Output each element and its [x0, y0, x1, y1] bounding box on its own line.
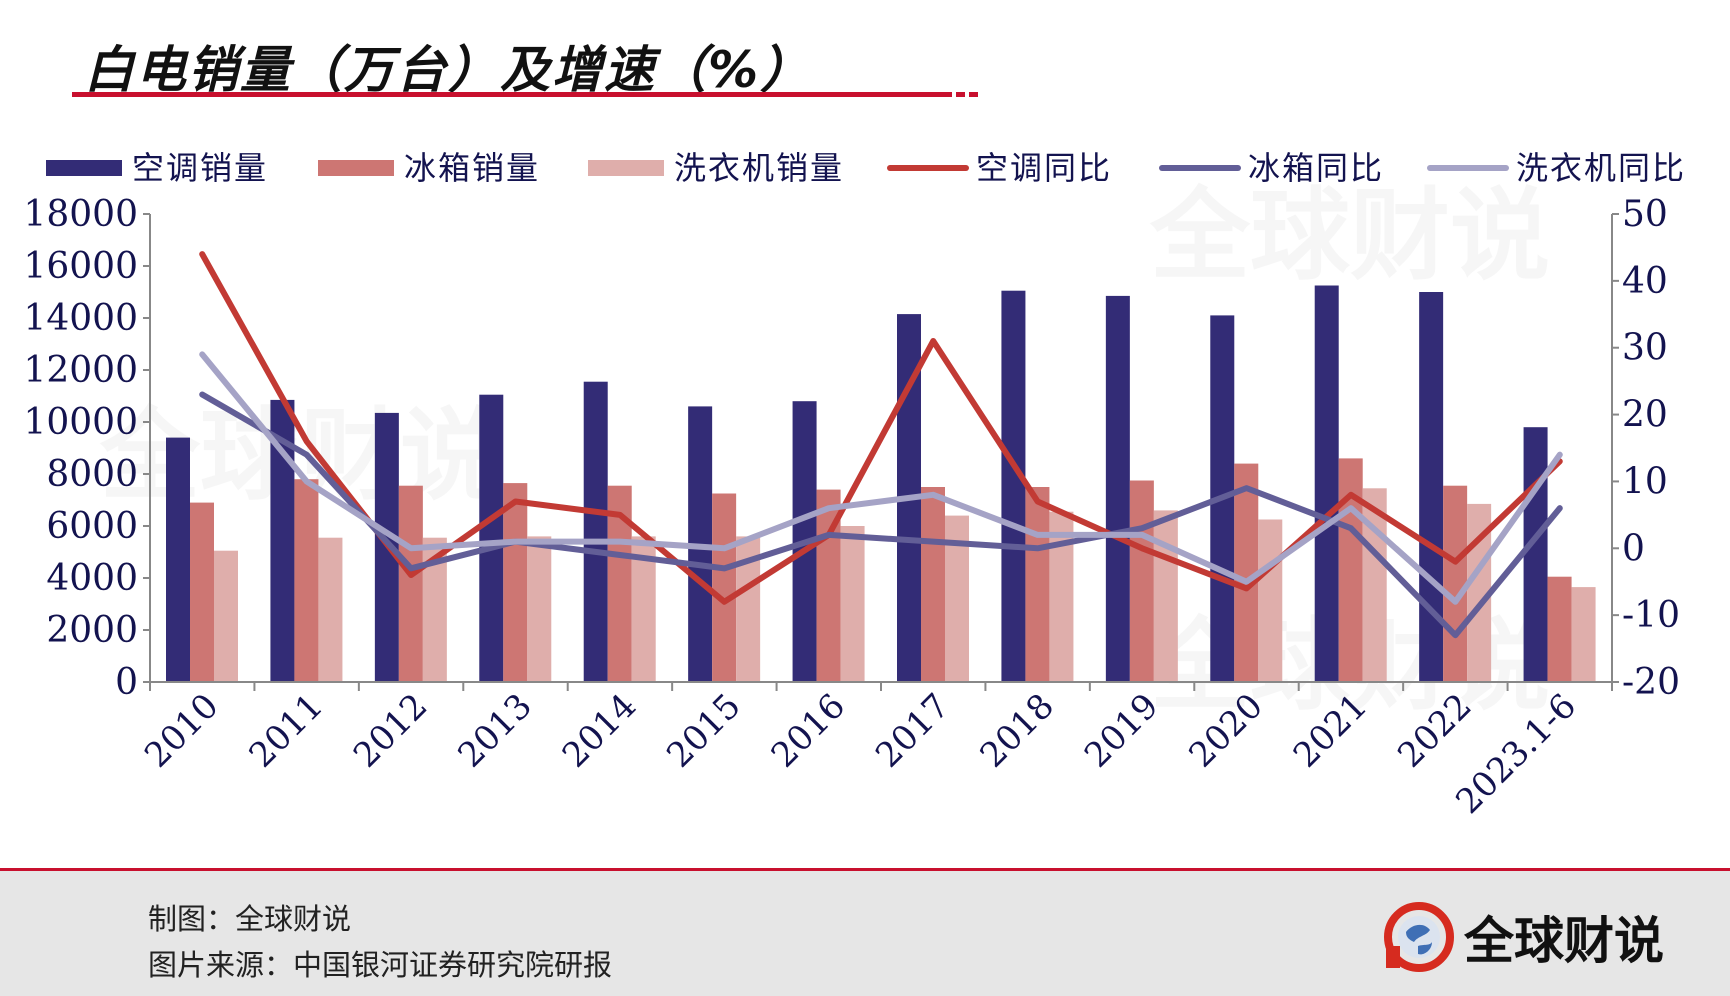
source-text: 图片来源：中国银河证券研究院研报 — [148, 948, 613, 982]
x-tick-label: 2017 — [868, 686, 957, 775]
title-underline — [72, 92, 952, 97]
y2-tick-label: 50 — [1622, 194, 1668, 235]
bar — [712, 493, 737, 682]
legend: 空调销量 冰箱销量 洗衣机销量 空调同比 冰箱同比 洗衣机同比 — [46, 149, 1686, 187]
bar — [294, 479, 319, 682]
bar — [398, 485, 423, 682]
bar — [318, 537, 343, 682]
brand: 全球财说 — [1384, 902, 1664, 972]
series-line — [199, 351, 1563, 605]
y-tick-label: 2000 — [46, 610, 138, 651]
y-tick-label: 8000 — [46, 454, 138, 495]
y-tick-label: 18000 — [23, 194, 138, 235]
y2-tick-label: -20 — [1622, 662, 1680, 703]
y-tick-label: 10000 — [23, 402, 138, 443]
chart-title: 白电销量（万台）及增速（%） — [84, 41, 813, 99]
x-tick-label: 2016 — [764, 686, 853, 775]
brand-name: 全球财说 — [1464, 912, 1664, 970]
bar — [1153, 510, 1178, 682]
y-tick-label: 16000 — [23, 246, 138, 287]
x-tick-label: 2011 — [242, 686, 331, 775]
y2-tick-label: -10 — [1622, 595, 1680, 636]
watermark-text: 全球财说 — [1149, 177, 1550, 294]
legend-swatch — [588, 160, 664, 176]
bar — [479, 394, 504, 682]
bar — [1105, 295, 1130, 682]
y2-tick-label: 30 — [1622, 328, 1668, 369]
title-underline-dots — [956, 92, 978, 97]
legend-label: 洗衣机同比 — [1516, 149, 1686, 187]
y2-tick-label: 20 — [1622, 395, 1668, 436]
bar — [583, 381, 608, 682]
bar — [1443, 485, 1468, 682]
x-tick-label: 2010 — [137, 686, 226, 775]
bar — [527, 536, 552, 682]
y-tick-label: 14000 — [23, 298, 138, 339]
footer-divider — [0, 868, 1730, 871]
bar — [1258, 519, 1283, 682]
legend-label: 空调同比 — [976, 149, 1112, 187]
y-tick-label: 6000 — [46, 506, 138, 547]
legend-swatch — [46, 160, 122, 176]
y-tick-label: 0 — [115, 662, 138, 703]
legend-label: 冰箱销量 — [404, 149, 540, 187]
bar — [1025, 487, 1050, 682]
chart: 全球财说全球财说全球财说 空调销量冰箱销量洗衣机销量空调同比冰箱同比洗衣机同比 … — [23, 149, 1686, 822]
bar — [840, 526, 865, 682]
x-tick-label: 2015 — [659, 686, 748, 775]
y2-tick-label: 10 — [1622, 461, 1668, 502]
legend-swatch — [318, 160, 394, 176]
bar — [214, 550, 238, 682]
bar — [1129, 480, 1154, 682]
bar — [921, 487, 945, 682]
legend-label: 空调销量 — [132, 149, 268, 187]
bar — [190, 502, 214, 682]
y-tick-label: 4000 — [46, 558, 138, 599]
x-tick-label: 2014 — [555, 686, 644, 775]
footer — [0, 868, 1730, 996]
bar — [166, 437, 190, 682]
bar — [1314, 285, 1339, 682]
brand-logo-icon — [1384, 902, 1454, 972]
bar-layer — [166, 285, 1596, 682]
x-tick-label: 2013 — [450, 686, 539, 775]
x-tick-label: 2012 — [346, 686, 435, 775]
bar — [1523, 427, 1548, 682]
bar — [1571, 587, 1596, 682]
bar — [1419, 292, 1444, 682]
bar — [1001, 290, 1026, 682]
credit-text: 制图：全球财说 — [148, 902, 352, 936]
y2-tick-label: 40 — [1622, 261, 1668, 302]
x-tick-label: 2018 — [973, 686, 1062, 775]
y2-tick-label: 0 — [1622, 528, 1645, 569]
line-layer — [199, 251, 1563, 639]
bar — [503, 483, 528, 682]
y-tick-label: 12000 — [23, 350, 138, 391]
legend-label: 冰箱同比 — [1248, 149, 1384, 187]
bar — [1547, 576, 1572, 682]
legend-label: 洗衣机销量 — [674, 149, 844, 187]
